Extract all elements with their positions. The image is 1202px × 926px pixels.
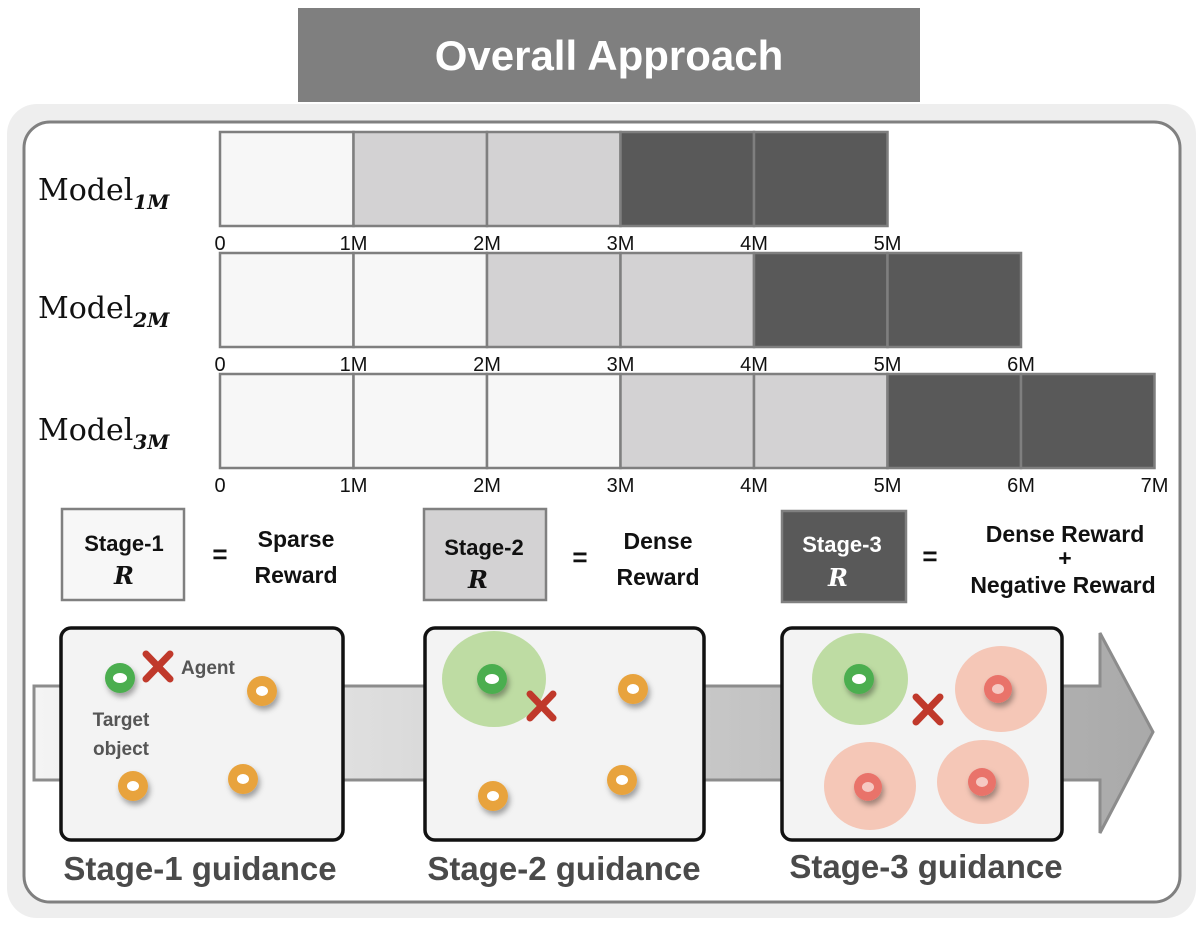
legend-stage-2-equals: = xyxy=(572,542,587,572)
legend-stage-1: Stage-1 R = Sparse Reward xyxy=(60,507,338,602)
tick-label: 3M xyxy=(607,475,635,497)
title: Overall Approach xyxy=(435,32,784,79)
object-icon xyxy=(607,765,637,795)
tick-label: 0 xyxy=(214,475,225,497)
bar-segment-stage-3 xyxy=(886,372,1023,470)
legend-stage-2-swatch xyxy=(422,507,548,602)
object-icon xyxy=(118,771,148,801)
model-label: Model1M xyxy=(38,173,170,214)
negative-object-icon xyxy=(968,768,996,796)
bar-segment-stage-1 xyxy=(218,251,355,349)
legend-stage-1-swatch xyxy=(60,507,186,602)
legend-stage-3-desc-line3: Negative Reward xyxy=(970,572,1155,598)
legend-stage-1-desc-line2: Reward xyxy=(254,562,337,588)
legend-stage-1-equals: = xyxy=(212,539,227,569)
bar-segment-stage-3 xyxy=(619,130,756,228)
legend-stage-3-desc-line1: Dense Reward xyxy=(986,521,1145,547)
tick-label: 5M xyxy=(874,233,902,255)
legend-stage-1-desc-line1: Sparse xyxy=(258,526,335,552)
object-icon xyxy=(247,676,277,706)
bar-segment-stage-1 xyxy=(218,130,355,228)
target-object-icon xyxy=(105,663,135,693)
tick-label: 1M xyxy=(340,475,368,497)
bar-segment-stage-3 xyxy=(752,251,889,349)
bar-segment-stage-3 xyxy=(1019,372,1156,470)
stage-2-panel xyxy=(423,626,706,842)
tick-label: 6M xyxy=(1007,354,1035,376)
tick-label: 2M xyxy=(473,354,501,376)
agent-label: Agent xyxy=(181,658,236,679)
model-bar-2: Model2M 0 1M 2M 3M 4M 5M 6M xyxy=(38,251,1035,376)
model-bar-3: Model3M 0 1M 2M 3M 4M 5M 6M 7M xyxy=(38,372,1169,497)
target-object-icon xyxy=(844,664,874,694)
tick-label: 3M xyxy=(607,233,635,255)
object-icon xyxy=(228,764,258,794)
object-icon xyxy=(618,674,648,704)
legend-stage-3-equals: = xyxy=(922,541,937,571)
bar-segment-stage-3 xyxy=(752,130,889,228)
bar-segment-stage-1 xyxy=(352,251,489,349)
target-label-line1: Target xyxy=(93,710,150,731)
stage-2-caption: Stage-2 guidance xyxy=(427,850,700,887)
model-label: Model3M xyxy=(38,413,170,454)
tick-label: 4M xyxy=(740,475,768,497)
tick-label: 0 xyxy=(214,233,225,255)
legend-stage-3-desc-line2: + xyxy=(1058,545,1071,571)
negative-object-icon xyxy=(984,675,1012,703)
tick-label: 1M xyxy=(340,233,368,255)
legend: Stage-1 R = Sparse Reward Stage-2 R = De… xyxy=(60,507,1156,604)
bar-segment-stage-2 xyxy=(352,130,489,228)
bar-segment-stage-1 xyxy=(485,372,622,470)
stage-3-panel xyxy=(780,626,1064,842)
bar-segment-stage-3 xyxy=(886,251,1023,349)
object-icon xyxy=(478,781,508,811)
bar-segment-stage-1 xyxy=(352,372,489,470)
tick-label: 2M xyxy=(473,233,501,255)
negative-object-icon xyxy=(854,773,882,801)
tick-label: 7M xyxy=(1141,475,1169,497)
target-object-icon xyxy=(477,664,507,694)
tick-label: 3M xyxy=(607,354,635,376)
agent-x-icon xyxy=(912,693,944,726)
legend-stage-3-swatch xyxy=(780,509,908,604)
target-label-line2: object xyxy=(93,739,150,760)
bar-segment-stage-2 xyxy=(619,372,756,470)
model-bar-1: Model1M 0 1M 2M 3M 4M 5M xyxy=(38,130,902,255)
legend-stage-2-label: Stage-2 xyxy=(444,535,523,560)
legend-stage-3-label: Stage-3 xyxy=(802,532,881,557)
stage-1-caption: Stage-1 guidance xyxy=(63,850,336,887)
legend-stage-2-desc-line1: Dense xyxy=(623,528,692,554)
tick-label: 2M xyxy=(473,475,501,497)
bar-segment-stage-2 xyxy=(485,251,622,349)
stage-3-caption: Stage-3 guidance xyxy=(789,848,1062,885)
tick-label: 1M xyxy=(340,354,368,376)
legend-stage-1-label: Stage-1 xyxy=(84,531,163,556)
legend-stage-1-symbol: R xyxy=(113,561,134,590)
bar-segment-stage-2 xyxy=(619,251,756,349)
legend-stage-3: Stage-3 R = Dense Reward + Negative Rewa… xyxy=(780,509,1156,604)
legend-stage-2-desc-line2: Reward xyxy=(616,564,699,590)
tick-label: 4M xyxy=(740,354,768,376)
model-label: Model2M xyxy=(38,291,170,332)
stage-1-panel: Agent Target object xyxy=(59,626,345,842)
agent-x-icon xyxy=(526,690,557,722)
tick-label: 4M xyxy=(740,233,768,255)
legend-stage-3-symbol: R xyxy=(827,563,848,592)
bar-segment-stage-1 xyxy=(218,372,355,470)
title-banner xyxy=(298,8,920,102)
legend-stage-2-symbol: R xyxy=(467,565,488,594)
agent-x-icon xyxy=(142,650,174,683)
tick-label: 6M xyxy=(1007,475,1035,497)
tick-label: 5M xyxy=(874,354,902,376)
tick-label: 5M xyxy=(874,475,902,497)
tick-label: 0 xyxy=(214,354,225,376)
bar-segment-stage-2 xyxy=(485,130,622,228)
legend-stage-2: Stage-2 R = Dense Reward xyxy=(422,507,700,602)
bar-segment-stage-2 xyxy=(752,372,889,470)
